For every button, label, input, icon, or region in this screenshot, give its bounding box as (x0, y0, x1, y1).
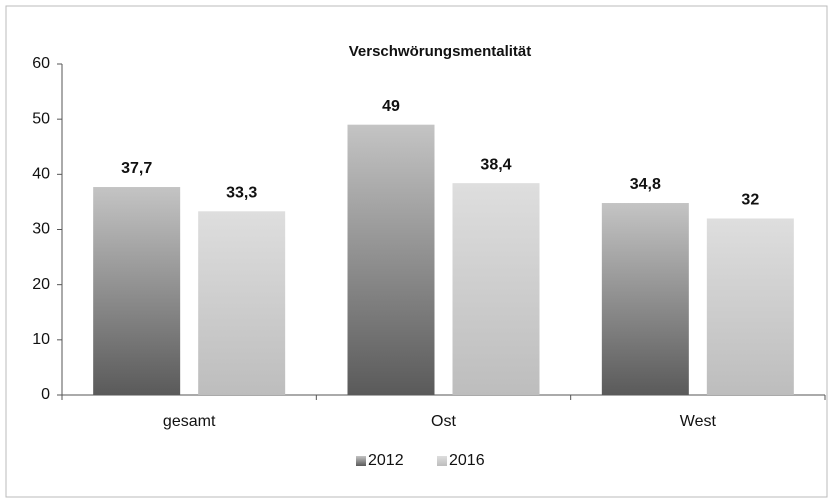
value-label: 37,7 (121, 160, 152, 177)
y-tick-label: 60 (32, 55, 50, 72)
bar (601, 203, 689, 395)
value-label: 34,8 (630, 176, 661, 193)
bar (93, 187, 181, 395)
bar (198, 211, 286, 395)
y-tick-label: 50 (32, 110, 50, 127)
y-tick-label: 30 (32, 221, 50, 238)
x-tick-label: gesamt (163, 413, 216, 430)
bar (347, 124, 435, 395)
value-label: 32 (741, 192, 759, 209)
y-tick-label: 20 (32, 276, 50, 293)
legend-swatch (437, 456, 447, 466)
bar (452, 183, 540, 395)
y-tick-label: 10 (32, 331, 50, 348)
y-tick-label: 0 (41, 386, 50, 403)
value-label: 49 (382, 98, 400, 115)
value-label: 33,3 (226, 185, 257, 202)
legend-swatch (356, 456, 366, 466)
chart-title: Verschwörungsmentalität (349, 43, 532, 60)
bar (706, 218, 794, 395)
legend-label: 2012 (368, 452, 404, 469)
value-label: 38,4 (480, 156, 511, 173)
legend-label: 2016 (449, 452, 485, 469)
x-tick-label: Ost (431, 413, 456, 430)
x-tick-label: West (680, 413, 717, 430)
y-tick-label: 40 (32, 166, 50, 183)
